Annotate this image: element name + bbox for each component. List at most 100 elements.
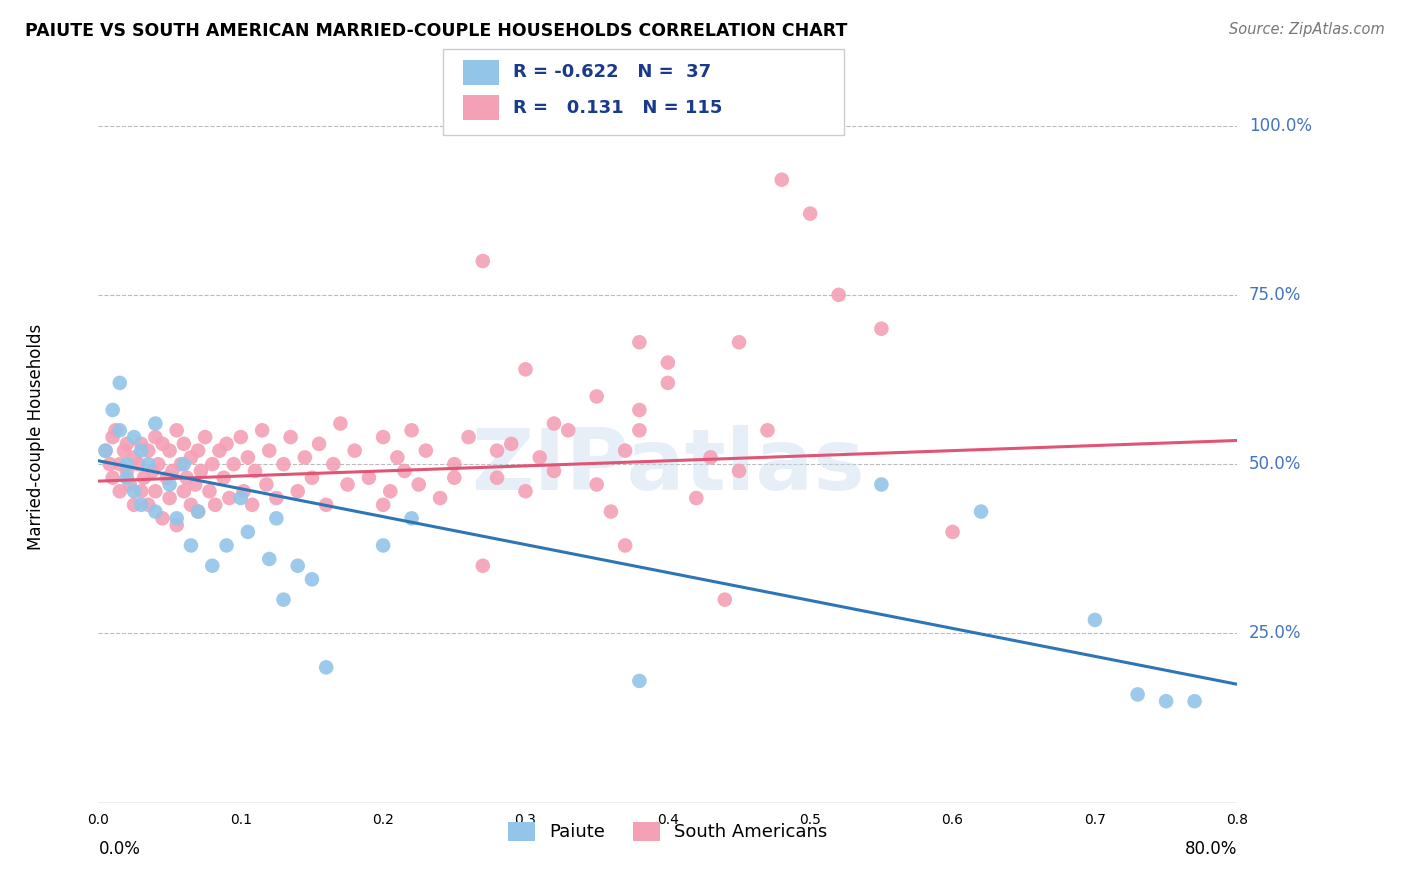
Text: PAIUTE VS SOUTH AMERICAN MARRIED-COUPLE HOUSEHOLDS CORRELATION CHART: PAIUTE VS SOUTH AMERICAN MARRIED-COUPLE … xyxy=(25,22,848,40)
Point xyxy=(457,430,479,444)
Point xyxy=(101,471,124,485)
Point xyxy=(1184,694,1206,708)
Point xyxy=(273,592,295,607)
Text: 100.0%: 100.0% xyxy=(1249,117,1312,135)
Point xyxy=(166,511,188,525)
Point xyxy=(443,471,465,485)
Point xyxy=(315,660,337,674)
Point xyxy=(628,423,651,437)
Point xyxy=(218,491,240,505)
Point xyxy=(870,477,893,491)
Point xyxy=(201,457,224,471)
Point xyxy=(543,464,565,478)
Point xyxy=(115,471,138,485)
Point xyxy=(145,505,167,519)
Point xyxy=(180,538,202,552)
Point xyxy=(201,558,224,573)
Point xyxy=(243,464,266,478)
Point xyxy=(315,498,337,512)
Point xyxy=(287,558,309,573)
Point xyxy=(127,457,149,471)
Text: Source: ZipAtlas.com: Source: ZipAtlas.com xyxy=(1229,22,1385,37)
Point xyxy=(101,403,124,417)
Point xyxy=(104,423,127,437)
Point xyxy=(198,484,221,499)
Text: 80.0%: 80.0% xyxy=(1185,840,1237,858)
Point xyxy=(515,362,537,376)
Point xyxy=(486,471,509,485)
Point xyxy=(166,423,188,437)
Point xyxy=(159,443,181,458)
Point xyxy=(1084,613,1107,627)
Point xyxy=(187,505,209,519)
Point xyxy=(162,464,184,478)
Point xyxy=(122,484,145,499)
Point xyxy=(301,572,323,586)
Point xyxy=(429,491,451,505)
Point xyxy=(728,464,751,478)
Point xyxy=(187,505,209,519)
Point xyxy=(501,437,523,451)
Point xyxy=(159,491,181,505)
Point xyxy=(94,443,117,458)
Point xyxy=(336,477,359,491)
Point xyxy=(180,450,202,465)
Point xyxy=(259,443,281,458)
Point xyxy=(166,518,188,533)
Text: 50.0%: 50.0% xyxy=(1249,455,1301,473)
Text: Married-couple Households: Married-couple Households xyxy=(27,324,45,550)
Point xyxy=(373,430,395,444)
Point xyxy=(180,498,202,512)
Point xyxy=(141,464,163,478)
Point xyxy=(585,477,607,491)
Point xyxy=(129,484,152,499)
Point xyxy=(136,498,159,512)
Point xyxy=(529,450,551,465)
Point xyxy=(173,484,195,499)
Point xyxy=(94,443,117,458)
Point xyxy=(287,484,309,499)
Point xyxy=(129,437,152,451)
Point xyxy=(308,437,330,451)
Point xyxy=(770,172,793,186)
Point xyxy=(329,417,352,431)
Point xyxy=(118,477,141,491)
Point xyxy=(343,443,366,458)
Point xyxy=(148,457,170,471)
Point xyxy=(115,437,138,451)
Point xyxy=(108,376,131,390)
Point xyxy=(614,538,637,552)
Point xyxy=(170,457,193,471)
Point xyxy=(236,524,259,539)
Point xyxy=(122,498,145,512)
Point xyxy=(685,491,707,505)
Point xyxy=(294,450,316,465)
Point xyxy=(229,430,252,444)
Point xyxy=(266,491,288,505)
Point xyxy=(870,322,893,336)
Point xyxy=(190,464,212,478)
Point xyxy=(280,430,302,444)
Point xyxy=(236,450,259,465)
Point xyxy=(443,457,465,471)
Point xyxy=(714,592,737,607)
Text: R = -0.622   N =  37: R = -0.622 N = 37 xyxy=(513,63,711,81)
Point xyxy=(266,511,288,525)
Point xyxy=(415,443,437,458)
Point xyxy=(380,484,402,499)
Point xyxy=(173,457,195,471)
Point xyxy=(173,437,195,451)
Point xyxy=(799,206,821,220)
Point xyxy=(145,417,167,431)
Point xyxy=(486,443,509,458)
Point xyxy=(194,430,217,444)
Point xyxy=(108,484,131,499)
Point xyxy=(373,498,395,512)
Point xyxy=(129,498,152,512)
Text: 25.0%: 25.0% xyxy=(1249,624,1301,642)
Point xyxy=(471,254,494,268)
Point xyxy=(828,288,851,302)
Point xyxy=(254,477,277,491)
Point xyxy=(145,430,167,444)
Point xyxy=(657,376,679,390)
